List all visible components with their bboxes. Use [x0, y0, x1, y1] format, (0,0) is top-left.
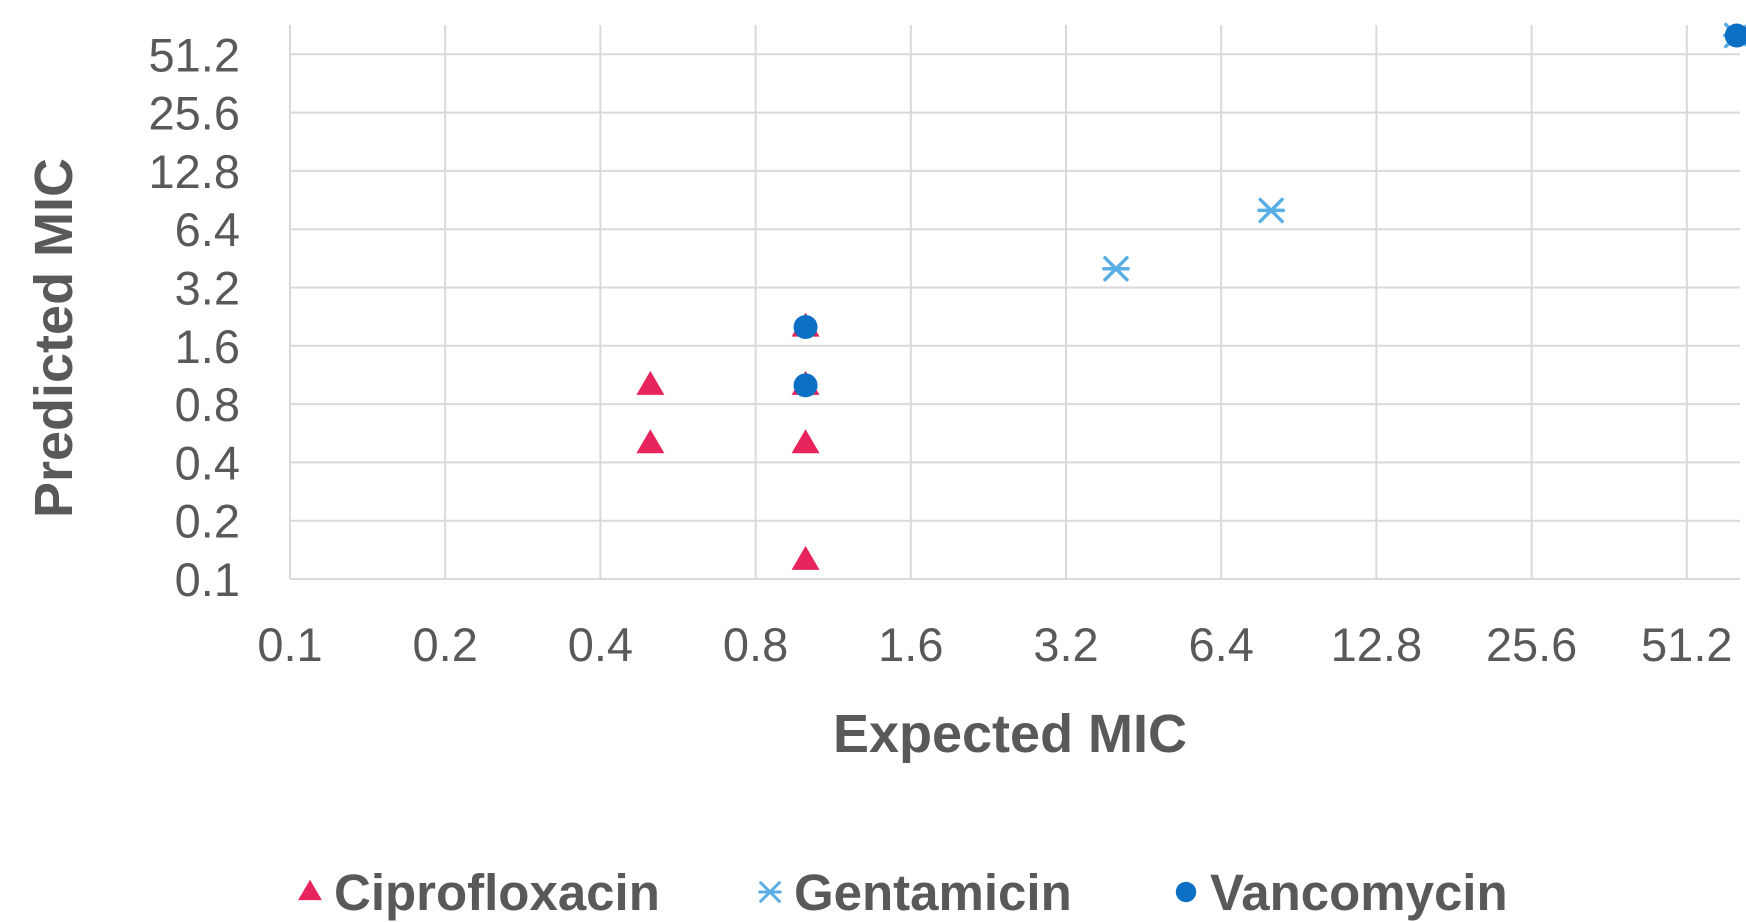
ciprofloxacin-point [791, 545, 820, 570]
y-tick-label: 0.8 [175, 378, 240, 431]
gentamicin-legend-marker [758, 881, 782, 903]
x-tick-label: 12.8 [1331, 618, 1422, 671]
x-axis-ticks: 0.1 0.2 0.4 0.8 1.6 3.2 6.4 12.8 25.6 51.2 [257, 618, 1732, 671]
ciprofloxacin-legend-label: Ciprofloxacin [334, 864, 660, 921]
y-axis-ticks: 0.10.2 0.40.81.63.2 6.412.825.6 51.2 [149, 28, 240, 606]
ciprofloxacin-point [791, 429, 820, 454]
x-tick-label: 0.2 [413, 618, 478, 671]
vancomycin-legend-marker [1175, 881, 1197, 903]
data-points [636, 22, 1746, 570]
y-tick-label: 12.8 [149, 145, 240, 198]
ciprofloxacin-point [636, 370, 665, 395]
vancomycin-point [1724, 23, 1746, 48]
ciprofloxacin-legend-marker [298, 879, 322, 901]
y-tick-label: 25.6 [149, 87, 240, 140]
x-tick-label: 51.2 [1641, 618, 1732, 671]
gentamicin-point [1257, 197, 1286, 224]
y-tick-label: 3.2 [175, 262, 240, 315]
gentamicin-legend-label: Gentamicin [794, 864, 1072, 921]
y-tick-label: 51.2 [149, 28, 240, 81]
y-tick-label: 0.1 [175, 553, 240, 606]
x-tick-label: 0.1 [257, 618, 322, 671]
y-tick-label: 0.4 [175, 436, 240, 489]
y-tick-label: 0.2 [175, 495, 240, 548]
vancomycin-legend-label: Vancomycin [1210, 864, 1508, 921]
x-tick-label: 0.8 [723, 618, 788, 671]
gridlines [289, 25, 1740, 580]
vancomycin-point [793, 315, 818, 340]
y-tick-label: 1.6 [175, 320, 240, 373]
y-tick-label: 6.4 [175, 203, 240, 256]
x-tick-label: 3.2 [1033, 618, 1098, 671]
legend: Ciprofloxacin Gentamicin Vancomycin [298, 864, 1508, 921]
x-tick-label: 0.4 [568, 618, 633, 671]
x-tick-label: 6.4 [1189, 618, 1254, 671]
x-tick-label: 1.6 [878, 618, 943, 671]
x-tick-label: 25.6 [1486, 618, 1577, 671]
vancomycin-point [793, 373, 818, 398]
gentamicin-point [1102, 255, 1130, 282]
y-axis-title: Predicted MIC [24, 158, 84, 518]
x-axis-title: Expected MIC [833, 704, 1187, 764]
ciprofloxacin-point [636, 429, 665, 454]
